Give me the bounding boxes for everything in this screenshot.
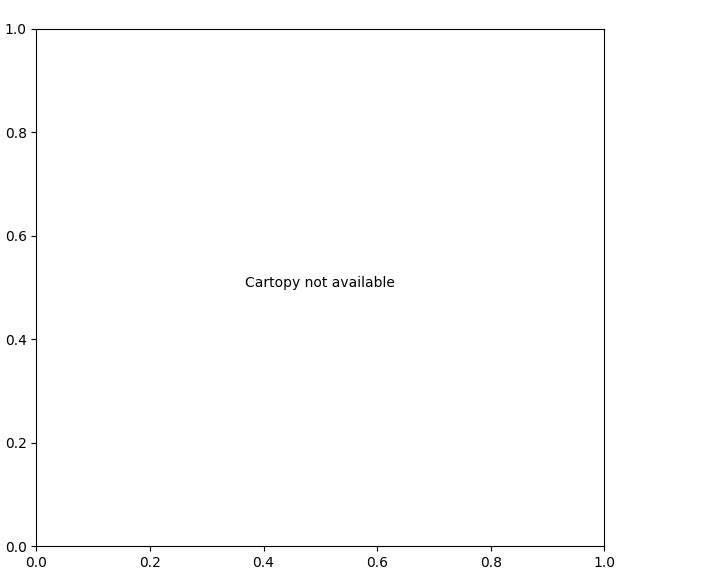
Text: Cartopy not available: Cartopy not available (245, 277, 395, 290)
